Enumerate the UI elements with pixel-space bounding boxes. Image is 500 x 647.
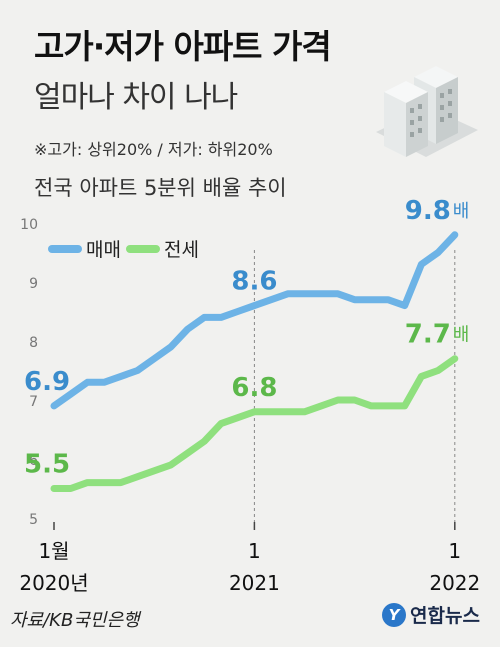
data-label: 6.8 [231,373,277,403]
data-label: 6.9 [24,367,70,397]
data-label: 7.7 [405,320,451,350]
x-tick-label: 2020년 [19,571,88,595]
data-label: 5.5 [24,450,70,480]
definition-note: ※고가: 상위20% / 저가: 하위20% [34,140,273,159]
y-tick-label: 8 [29,335,38,351]
unit-label: 배 [453,201,470,222]
brand-logo-icon: Y [382,602,406,627]
source-note: 자료/KB국민은행 [10,610,140,631]
x-tick-label: 2021 [229,571,280,595]
data-label: 8.6 [231,267,277,297]
y-tick-label: 9 [29,276,38,292]
legend-label: 매매 [86,239,121,261]
brand-name: 연합뉴스 [410,605,480,627]
page-subtitle: 얼마나 차이 나나 [34,80,238,115]
y-tick-label: 6 [29,453,38,469]
y-tick-label: 10 [20,217,38,233]
x-tick-label: 1 [448,539,461,563]
series-line-sale [50,231,459,410]
chart-heading: 전국 아파트 5분위 배율 추이 [34,176,287,200]
x-tick-label: 1 [248,539,261,563]
brand: Y 연합뉴스 [382,601,480,628]
x-tick-label: 2022 [429,571,480,595]
legend-label: 전세 [164,239,199,261]
series-line-jeonse [50,355,459,492]
x-tick-label: 1월 [38,539,69,563]
data-label: 9.8 [405,196,451,226]
unit-label: 배 [453,325,470,346]
page-title: 고가·저가 아파트 가격 [34,27,332,66]
apartment-building-icon [376,66,478,157]
y-tick-label: 5 [29,512,38,528]
y-tick-label: 7 [29,394,38,410]
